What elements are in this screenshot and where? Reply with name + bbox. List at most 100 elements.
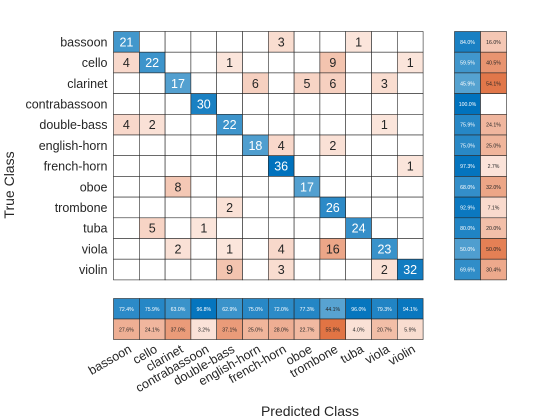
row-summary-incorrect-value: 2.7% [488,164,500,170]
cell-value: 26 [326,201,340,215]
row-summary-correct-value: 97.3% [460,164,475,170]
cell [371,176,398,198]
cell [293,93,321,115]
row-summary-correct-value: 92.9% [460,205,475,211]
cell [396,114,424,136]
cell-value: 1 [407,56,414,70]
row-tick-label: bassoon [60,35,107,49]
cell [242,114,269,136]
row-summary-incorrect-cell [480,93,507,115]
cell [190,238,217,260]
cell-value: 3 [381,77,388,91]
cell [345,238,372,260]
cell [190,72,217,94]
predicted-class-tick-labels: bassooncelloclarinetcontrabassoondouble-… [86,342,418,395]
row-summary-correct-value: 69.6% [460,268,475,274]
cell [371,31,398,53]
cell [113,217,140,239]
row-tick-label: english-horn [39,139,108,153]
cell-value: 3 [278,263,285,277]
cell-value: 5 [304,77,311,91]
cell [396,258,424,281]
cell [242,176,269,198]
cell-value: 22 [145,56,159,70]
cell [371,93,398,115]
cell-value: 8 [175,180,182,194]
column-summary-correct-value: 62.9% [222,307,237,313]
cell [164,217,192,239]
cell-value: 2 [381,263,388,277]
column-tick-label: bassoon [86,342,134,378]
cell [190,114,217,136]
cell [345,134,372,157]
cell-value: 2 [226,201,233,215]
cell [396,134,424,157]
cell [267,114,295,136]
cell [164,51,192,74]
row-summary-incorrect-value: 50.0% [486,247,501,253]
cell [396,176,424,198]
cell [319,31,346,53]
cell-value: 6 [329,77,336,91]
cell-value: 4 [123,56,130,70]
cell [242,258,269,281]
cell [190,155,217,177]
cell [164,196,192,219]
column-summary-incorrect-value: 28.0% [274,327,289,333]
cell [293,114,321,136]
cell [293,155,321,177]
row-tick-label: trombone [55,201,108,215]
cell [319,258,346,281]
cell [190,51,217,74]
cell [293,196,321,219]
cell [139,72,166,94]
row-summary-incorrect-value: 54.1% [486,81,501,87]
cell-value: 36 [274,160,288,174]
cell [113,176,140,198]
column-summary-correct-value: 75.0% [248,307,263,313]
row-tick-label: clarinet [67,77,108,91]
cell-value: 5 [149,222,156,236]
column-summary-correct-value: 63.0% [171,307,186,313]
row-summary-incorrect-value: 25.0% [486,143,501,149]
cell-value: 17 [300,180,314,194]
cell [216,134,243,157]
cell [164,114,192,136]
row-summary-panel: 84.0% 16.0% 59.5% 40.5% 45.9% 54.1% 100.0% 75.9… [454,31,507,281]
row-summary-correct-value: 75.0% [460,143,475,149]
row-tick-label: tuba [83,222,107,236]
column-summary-incorrect-value: 37.1% [222,327,237,333]
cell [139,238,166,260]
column-summary-correct-value: 96.0% [351,307,366,313]
cell [139,31,166,53]
cell [371,51,398,74]
cell [216,217,243,239]
cell [345,196,372,219]
cell-value: 32 [403,263,417,277]
cell [293,217,321,239]
cell [396,93,424,115]
cell-value: 1 [200,222,207,236]
row-summary-incorrect-value: 30.4% [486,268,501,274]
column-summary-incorrect-value: 4.0% [353,327,365,333]
cell [396,196,424,219]
column-summary-correct-value: 77.3% [300,307,315,313]
row-summary-incorrect-value: 16.0% [486,40,501,46]
row-summary-correct-value: 84.0% [460,40,475,46]
cell [139,155,166,177]
cell [216,31,243,53]
cell [319,217,346,239]
row-summary-incorrect-cell [480,258,507,281]
cell [190,176,217,198]
cell [139,93,166,115]
cell [267,93,295,115]
cell [345,176,372,198]
cell [345,51,372,74]
row-summary-incorrect-value: 40.5% [486,61,501,67]
row-summary-correct-value: 50.0% [460,247,475,253]
row-summary-correct-value: 75.9% [460,123,475,129]
column-summary-incorrect-value: 55.9% [325,327,340,333]
column-summary-correct-value: 94.1% [403,307,418,313]
cell [113,196,140,219]
